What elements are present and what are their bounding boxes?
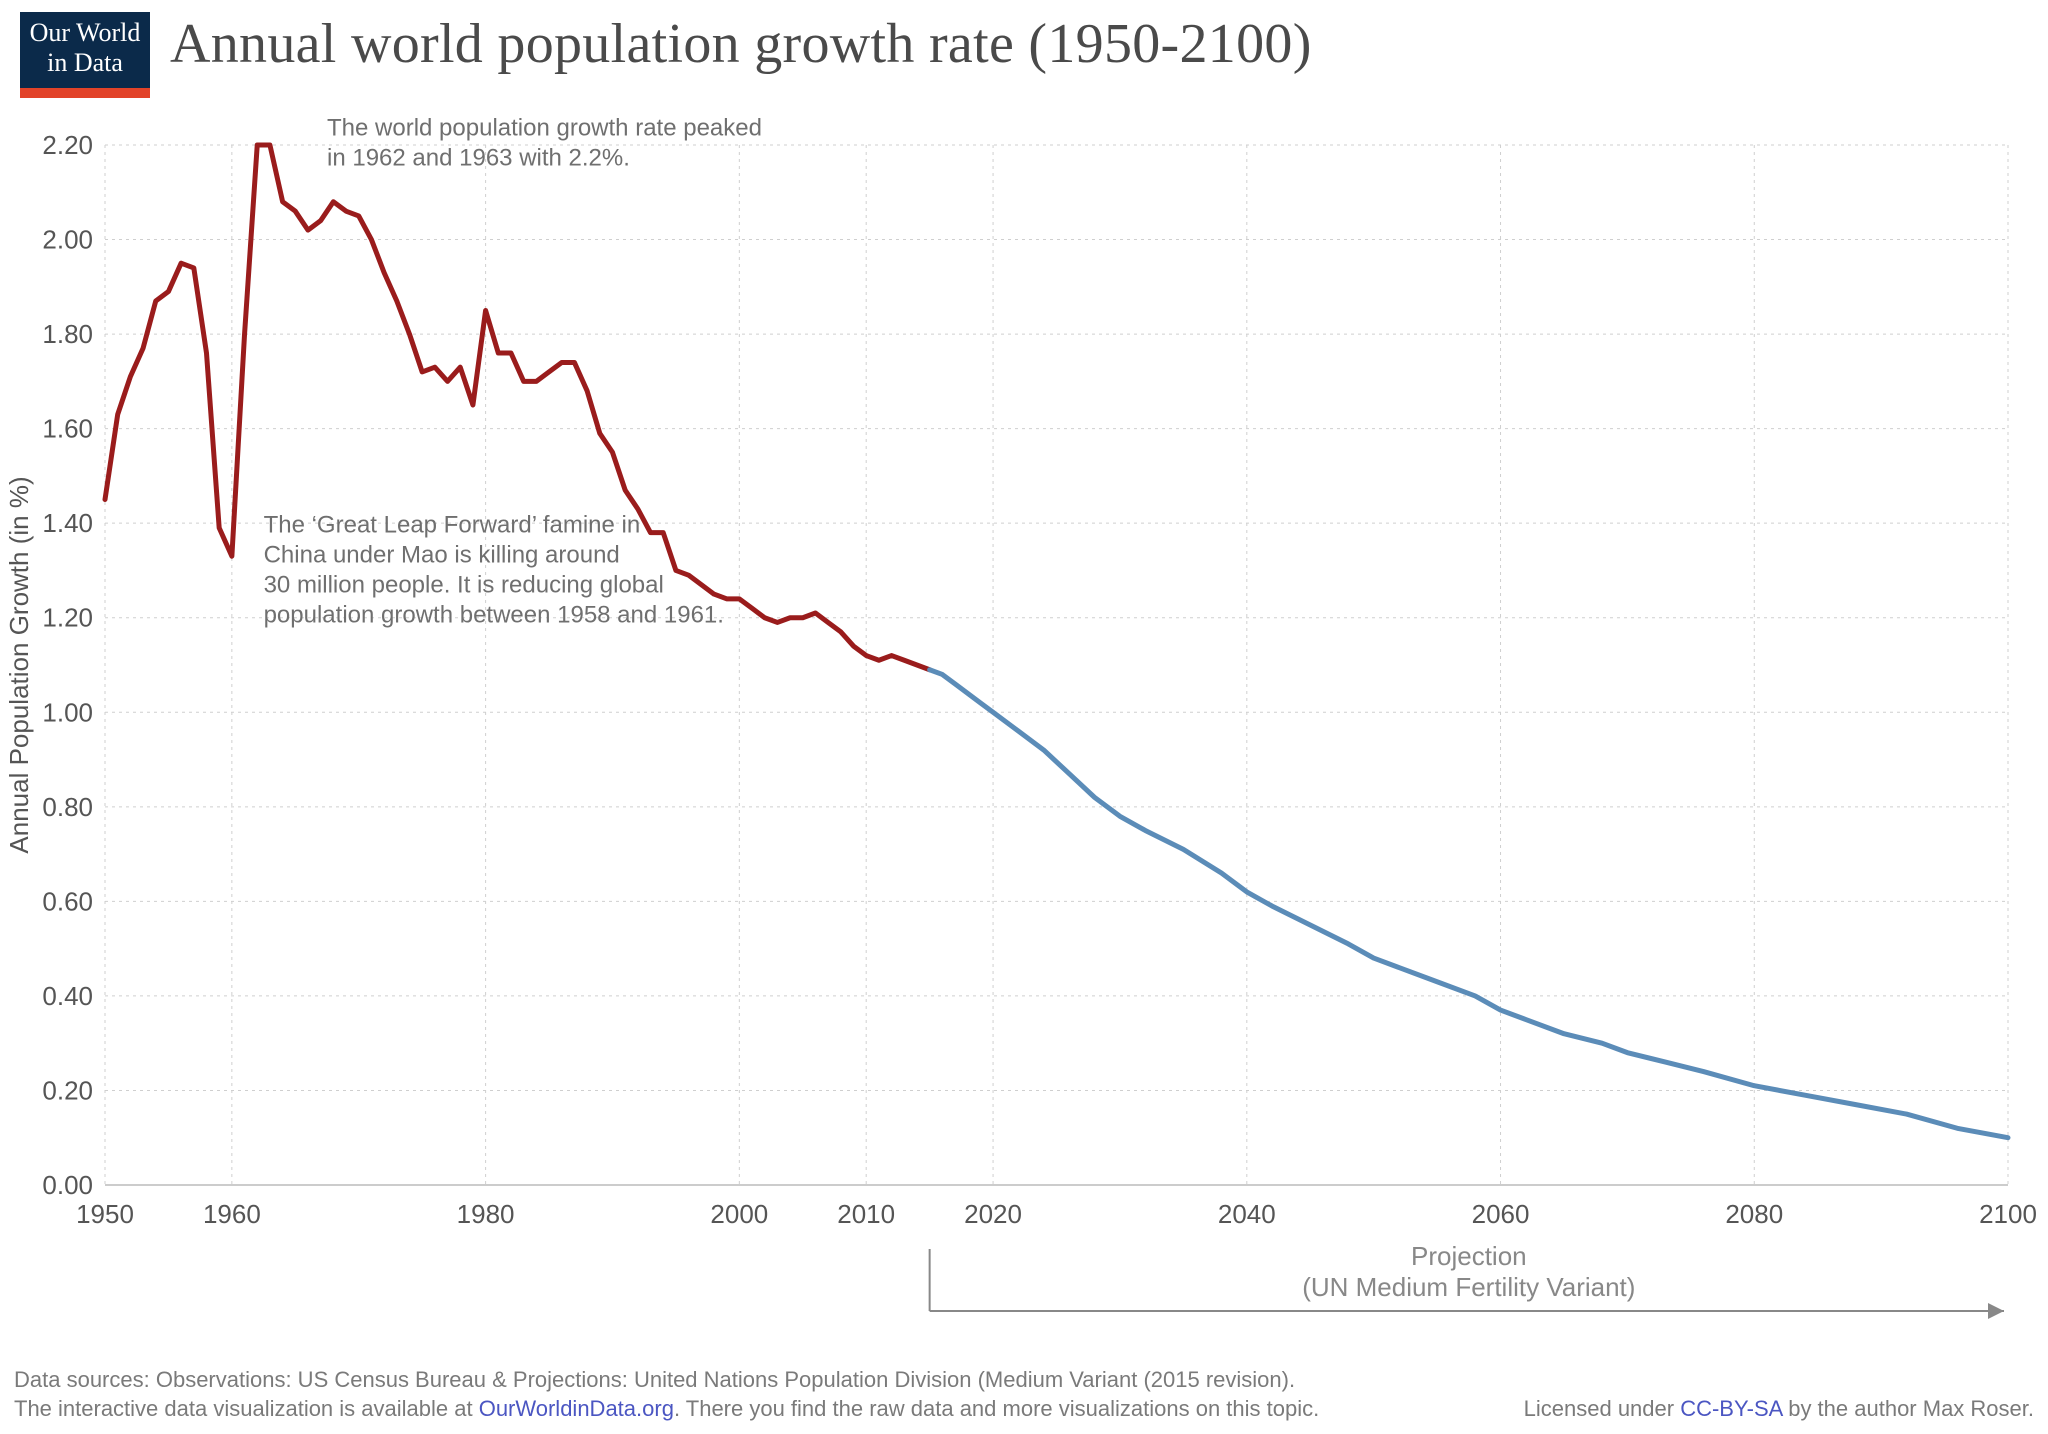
chart-area: 0.00 0.20 0.40 0.60 0.80 1.00 1.20 1.40 1.60 1.80… — [0, 115, 2048, 1345]
svg-text:2000: 2000 — [710, 1199, 768, 1229]
svg-text:30 million people. It is reduc: 30 million people. It is reducing global — [264, 572, 664, 599]
footer-line1: Data sources: Observations: US Census Bu… — [14, 1365, 2034, 1395]
svg-text:1950: 1950 — [76, 1199, 134, 1229]
footer-license: Licensed under CC-BY-SA by the author Ma… — [1524, 1394, 2034, 1424]
svg-text:1960: 1960 — [203, 1199, 261, 1229]
svg-text:2040: 2040 — [1218, 1199, 1276, 1229]
owid-logo: Our World in Data — [20, 12, 150, 98]
line-chart: 0.00 0.20 0.40 0.60 0.80 1.00 1.20 1.40 1.60 1.80… — [0, 115, 2048, 1345]
svg-text:1.20: 1.20 — [42, 603, 93, 633]
svg-text:0.20: 0.20 — [42, 1075, 93, 1105]
svg-text:2010: 2010 — [837, 1199, 895, 1229]
logo-accent-bar — [20, 88, 150, 98]
annotation-famine: The ‘Great Leap Forward’ famine in China … — [264, 512, 724, 629]
logo-line2: in Data — [47, 48, 123, 77]
svg-text:2100: 2100 — [1979, 1199, 2037, 1229]
svg-text:The world population growth ra: The world population growth rate peaked — [327, 115, 762, 142]
svg-text:China under Mao is killing aro: China under Mao is killing around — [264, 542, 620, 569]
svg-text:1.40: 1.40 — [42, 508, 93, 538]
footer-line2: The interactive data visualization is av… — [14, 1394, 1319, 1424]
svg-text:0.40: 0.40 — [42, 981, 93, 1011]
svg-text:2060: 2060 — [1472, 1199, 1530, 1229]
owid-link[interactable]: OurWorldinData.org — [479, 1396, 674, 1421]
series-projection — [930, 670, 2008, 1138]
footer: Data sources: Observations: US Census Bu… — [14, 1365, 2034, 1424]
svg-text:2080: 2080 — [1725, 1199, 1783, 1229]
svg-text:2020: 2020 — [964, 1199, 1022, 1229]
header: Our World in Data Annual world populatio… — [20, 12, 1312, 98]
svg-text:1980: 1980 — [457, 1199, 515, 1229]
svg-text:0.80: 0.80 — [42, 792, 93, 822]
svg-text:The ‘Great Leap Forward’ famin: The ‘Great Leap Forward’ famine in — [264, 512, 641, 539]
chart-title: Annual world population growth rate (195… — [170, 12, 1312, 76]
svg-text:2.20: 2.20 — [42, 130, 93, 160]
svg-text:1.60: 1.60 — [42, 414, 93, 444]
annotation-peak: The world population growth rate peaked i… — [327, 115, 762, 172]
projection-label: Projection — [1411, 1241, 1527, 1271]
svg-text:population growth between 1958: population growth between 1958 and 1961. — [264, 602, 724, 629]
svg-text:1.00: 1.00 — [42, 697, 93, 727]
logo-line1: Our World — [30, 18, 141, 47]
svg-text:2.00: 2.00 — [42, 225, 93, 255]
license-link[interactable]: CC-BY-SA — [1680, 1396, 1782, 1421]
svg-text:1.80: 1.80 — [42, 319, 93, 349]
logo-text: Our World in Data — [20, 12, 150, 88]
svg-text:0.00: 0.00 — [42, 1170, 93, 1200]
svg-text:0.60: 0.60 — [42, 886, 93, 916]
svg-text:in 1962 and 1963 with 2.2%.: in 1962 and 1963 with 2.2%. — [327, 145, 630, 172]
svg-text:Annual Population Growth (in %: Annual Population Growth (in %) — [4, 476, 34, 853]
svg-text:(UN Medium Fertility Variant): (UN Medium Fertility Variant) — [1302, 1272, 1635, 1302]
